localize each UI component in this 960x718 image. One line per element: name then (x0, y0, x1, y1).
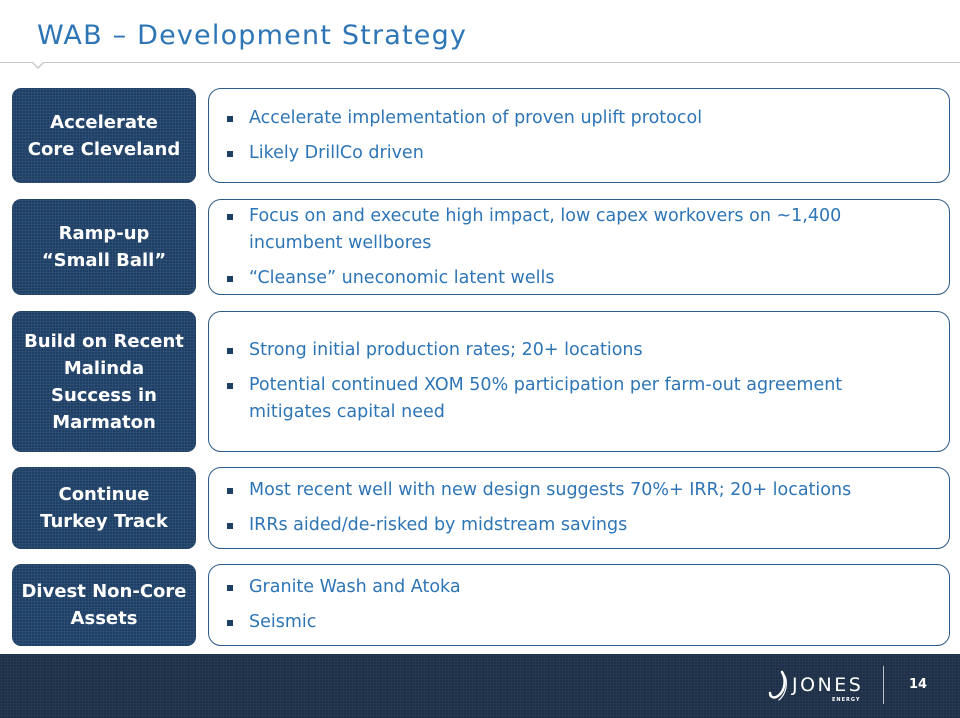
bullet-item: Focus on and execute high impact, low ca… (223, 203, 929, 257)
bullet-item: Potential continued XOM 50% participatio… (223, 372, 929, 426)
bullet-list: Focus on and execute high impact, low ca… (223, 203, 929, 292)
jones-logo-icon (768, 670, 787, 701)
strategy-label: Ramp-up “Small Ball” (41, 223, 167, 271)
strategy-row: Build on Recent Malinda Success in Marma… (12, 311, 950, 452)
strategy-row: Divest Non-Core Assets Granite Wash and … (12, 564, 950, 646)
bullet-item: Most recent well with new design suggest… (223, 477, 929, 504)
strategy-label-box: Accelerate Core Cleveland (12, 88, 196, 183)
bullet-item: Likely DrillCo driven (223, 140, 929, 167)
strategy-details-box: Most recent well with new design suggest… (208, 467, 950, 549)
strategy-label: Build on Recent Malinda Success in Marma… (24, 330, 184, 433)
footer-bar: JONES ENERGY 14 (0, 654, 960, 718)
logo-wordmark: JONES (792, 674, 864, 696)
strategy-label: Continue Turkey Track (40, 484, 168, 532)
bullet-item: IRRs aided/de-risked by midstream saving… (223, 512, 929, 539)
bullet-item: Seismic (223, 609, 929, 636)
slide-title: WAB – Development Strategy (37, 20, 468, 51)
strategy-details-box: Strong initial production rates; 20+ loc… (208, 311, 950, 452)
strategy-label-box: Continue Turkey Track (12, 467, 196, 549)
strategy-label-box: Build on Recent Malinda Success in Marma… (12, 311, 196, 452)
page-number: 14 (909, 677, 928, 692)
strategy-row: Continue Turkey Track Most recent well w… (12, 467, 950, 549)
strategy-label-box: Ramp-up “Small Ball” (12, 199, 196, 295)
bullet-item: “Cleanse” uneconomic latent wells (223, 265, 929, 292)
footer-divider (883, 666, 884, 704)
title-divider (0, 62, 960, 63)
bullet-list: Strong initial production rates; 20+ loc… (223, 337, 929, 426)
strategy-row: Accelerate Core Cleveland Accelerate imp… (12, 88, 950, 183)
bullet-item: Granite Wash and Atoka (223, 574, 929, 601)
bullet-list: Granite Wash and Atoka Seismic (223, 574, 929, 636)
title-notch (31, 61, 45, 69)
strategy-details-box: Focus on and execute high impact, low ca… (208, 199, 950, 295)
bullet-list: Most recent well with new design suggest… (223, 477, 929, 539)
logo-subtext: ENERGY (832, 697, 861, 703)
bullet-item: Strong initial production rates; 20+ loc… (223, 337, 929, 364)
strategy-row: Ramp-up “Small Ball” Focus on and execut… (12, 199, 950, 295)
company-logo: JONES ENERGY (768, 670, 868, 704)
strategy-label: Accelerate Core Cleveland (27, 111, 181, 160)
strategy-details-box: Granite Wash and Atoka Seismic (208, 564, 950, 646)
strategy-label: Divest Non-Core Assets (21, 581, 187, 629)
bullet-list: Accelerate implementation of proven upli… (223, 105, 929, 167)
bullet-item: Accelerate implementation of proven upli… (223, 105, 929, 132)
strategy-label-box: Divest Non-Core Assets (12, 564, 196, 646)
strategy-details-box: Accelerate implementation of proven upli… (208, 88, 950, 183)
